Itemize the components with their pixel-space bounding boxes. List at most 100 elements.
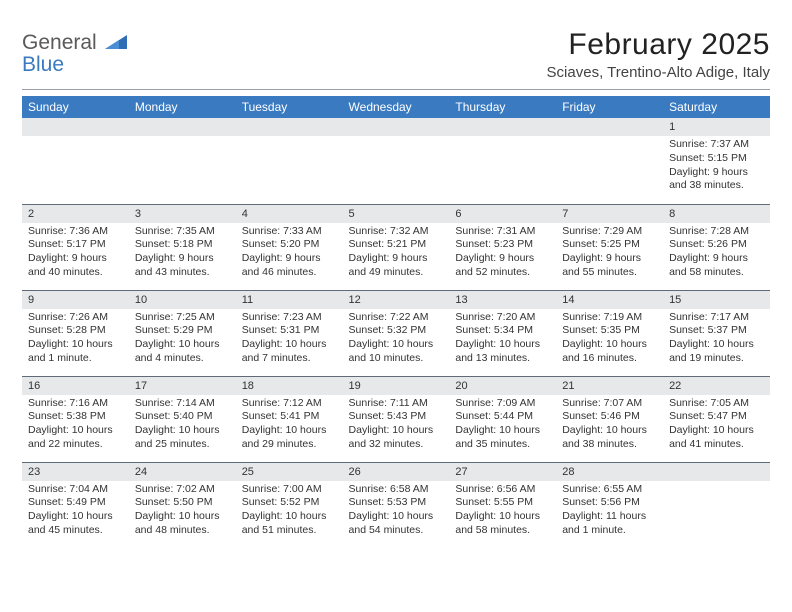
calendar-day-cell: 8Sunrise: 7:28 AMSunset: 5:26 PMDaylight… [663,204,770,290]
day-number: 1 [663,118,770,136]
day-number-bar [236,118,343,136]
calendar-day-cell: 22Sunrise: 7:05 AMSunset: 5:47 PMDayligh… [663,376,770,462]
calendar-day-cell: 20Sunrise: 7:09 AMSunset: 5:44 PMDayligh… [449,376,556,462]
day-number: 19 [343,377,450,395]
page-title: February 2025 [547,28,770,62]
header: General Blue February 2025 Sciaves, Tren… [22,28,770,81]
calendar-day-cell: 5Sunrise: 7:32 AMSunset: 5:21 PMDaylight… [343,204,450,290]
day-number-bar [129,118,236,136]
calendar-day-cell: 9Sunrise: 7:26 AMSunset: 5:28 PMDaylight… [22,290,129,376]
day-number-bar [22,118,129,136]
calendar-day-cell [343,118,450,204]
weekday-header-row: Sunday Monday Tuesday Wednesday Thursday… [22,96,770,118]
day-number: 25 [236,463,343,481]
day-details: Sunrise: 7:09 AMSunset: 5:44 PMDaylight:… [449,395,556,456]
calendar-day-cell: 23Sunrise: 7:04 AMSunset: 5:49 PMDayligh… [22,462,129,548]
calendar-day-cell: 2Sunrise: 7:36 AMSunset: 5:17 PMDaylight… [22,204,129,290]
day-number: 14 [556,291,663,309]
day-details: Sunrise: 6:55 AMSunset: 5:56 PMDaylight:… [556,481,663,542]
day-number-bar [343,118,450,136]
weekday-header: Monday [129,96,236,118]
day-number: 2 [22,205,129,223]
day-details: Sunrise: 6:58 AMSunset: 5:53 PMDaylight:… [343,481,450,542]
day-details: Sunrise: 7:29 AMSunset: 5:25 PMDaylight:… [556,223,663,284]
page-subtitle: Sciaves, Trentino-Alto Adige, Italy [547,64,770,81]
calendar-day-cell: 7Sunrise: 7:29 AMSunset: 5:25 PMDaylight… [556,204,663,290]
weekday-header: Thursday [449,96,556,118]
calendar-day-cell: 14Sunrise: 7:19 AMSunset: 5:35 PMDayligh… [556,290,663,376]
calendar-day-cell: 25Sunrise: 7:00 AMSunset: 5:52 PMDayligh… [236,462,343,548]
day-details: Sunrise: 7:23 AMSunset: 5:31 PMDaylight:… [236,309,343,370]
calendar-day-cell: 10Sunrise: 7:25 AMSunset: 5:29 PMDayligh… [129,290,236,376]
calendar-day-cell [556,118,663,204]
calendar-day-cell: 4Sunrise: 7:33 AMSunset: 5:20 PMDaylight… [236,204,343,290]
weekday-header: Tuesday [236,96,343,118]
day-number: 6 [449,205,556,223]
calendar-day-cell: 27Sunrise: 6:56 AMSunset: 5:55 PMDayligh… [449,462,556,548]
calendar-day-cell [449,118,556,204]
day-details: Sunrise: 7:33 AMSunset: 5:20 PMDaylight:… [236,223,343,284]
calendar-day-cell: 15Sunrise: 7:17 AMSunset: 5:37 PMDayligh… [663,290,770,376]
day-number: 24 [129,463,236,481]
calendar-week-row: 2Sunrise: 7:36 AMSunset: 5:17 PMDaylight… [22,204,770,290]
day-number: 5 [343,205,450,223]
day-details: Sunrise: 7:00 AMSunset: 5:52 PMDaylight:… [236,481,343,542]
day-details: Sunrise: 7:20 AMSunset: 5:34 PMDaylight:… [449,309,556,370]
day-details: Sunrise: 7:25 AMSunset: 5:29 PMDaylight:… [129,309,236,370]
day-number-bar [663,463,770,481]
day-details: Sunrise: 7:02 AMSunset: 5:50 PMDaylight:… [129,481,236,542]
day-details: Sunrise: 7:07 AMSunset: 5:46 PMDaylight:… [556,395,663,456]
day-number: 18 [236,377,343,395]
day-number: 9 [22,291,129,309]
day-details: Sunrise: 7:11 AMSunset: 5:43 PMDaylight:… [343,395,450,456]
day-number: 12 [343,291,450,309]
logo: General Blue [22,28,127,76]
calendar-day-cell: 19Sunrise: 7:11 AMSunset: 5:43 PMDayligh… [343,376,450,462]
day-number: 4 [236,205,343,223]
calendar-day-cell: 16Sunrise: 7:16 AMSunset: 5:38 PMDayligh… [22,376,129,462]
day-number: 10 [129,291,236,309]
day-number: 17 [129,377,236,395]
day-number: 15 [663,291,770,309]
calendar-day-cell: 28Sunrise: 6:55 AMSunset: 5:56 PMDayligh… [556,462,663,548]
day-number: 22 [663,377,770,395]
day-number: 20 [449,377,556,395]
day-details: Sunrise: 7:32 AMSunset: 5:21 PMDaylight:… [343,223,450,284]
day-number: 26 [343,463,450,481]
day-details: Sunrise: 7:22 AMSunset: 5:32 PMDaylight:… [343,309,450,370]
day-number: 8 [663,205,770,223]
day-number: 27 [449,463,556,481]
calendar-week-row: 16Sunrise: 7:16 AMSunset: 5:38 PMDayligh… [22,376,770,462]
calendar-day-cell: 24Sunrise: 7:02 AMSunset: 5:50 PMDayligh… [129,462,236,548]
day-number-bar [556,118,663,136]
day-number: 21 [556,377,663,395]
day-details: Sunrise: 7:14 AMSunset: 5:40 PMDaylight:… [129,395,236,456]
weekday-header: Wednesday [343,96,450,118]
calendar-table: Sunday Monday Tuesday Wednesday Thursday… [22,96,770,548]
calendar-week-row: 23Sunrise: 7:04 AMSunset: 5:49 PMDayligh… [22,462,770,548]
calendar-week-row: 9Sunrise: 7:26 AMSunset: 5:28 PMDaylight… [22,290,770,376]
day-details: Sunrise: 7:04 AMSunset: 5:49 PMDaylight:… [22,481,129,542]
weekday-header: Sunday [22,96,129,118]
calendar-day-cell: 3Sunrise: 7:35 AMSunset: 5:18 PMDaylight… [129,204,236,290]
title-block: February 2025 Sciaves, Trentino-Alto Adi… [547,28,770,81]
day-details: Sunrise: 7:19 AMSunset: 5:35 PMDaylight:… [556,309,663,370]
day-details: Sunrise: 7:35 AMSunset: 5:18 PMDaylight:… [129,223,236,284]
day-details: Sunrise: 7:31 AMSunset: 5:23 PMDaylight:… [449,223,556,284]
day-details: Sunrise: 7:17 AMSunset: 5:37 PMDaylight:… [663,309,770,370]
day-number: 23 [22,463,129,481]
day-details: Sunrise: 7:12 AMSunset: 5:41 PMDaylight:… [236,395,343,456]
day-number: 11 [236,291,343,309]
day-details: Sunrise: 7:37 AMSunset: 5:15 PMDaylight:… [663,136,770,197]
logo-line2: Blue [22,53,64,76]
logo-line1: General [22,31,97,54]
logo-triangle-icon [105,31,127,54]
header-divider [22,89,770,90]
day-number: 3 [129,205,236,223]
calendar-day-cell [22,118,129,204]
day-details: Sunrise: 7:16 AMSunset: 5:38 PMDaylight:… [22,395,129,456]
day-number-bar [449,118,556,136]
day-details: Sunrise: 7:05 AMSunset: 5:47 PMDaylight:… [663,395,770,456]
calendar-day-cell: 26Sunrise: 6:58 AMSunset: 5:53 PMDayligh… [343,462,450,548]
weekday-header: Saturday [663,96,770,118]
